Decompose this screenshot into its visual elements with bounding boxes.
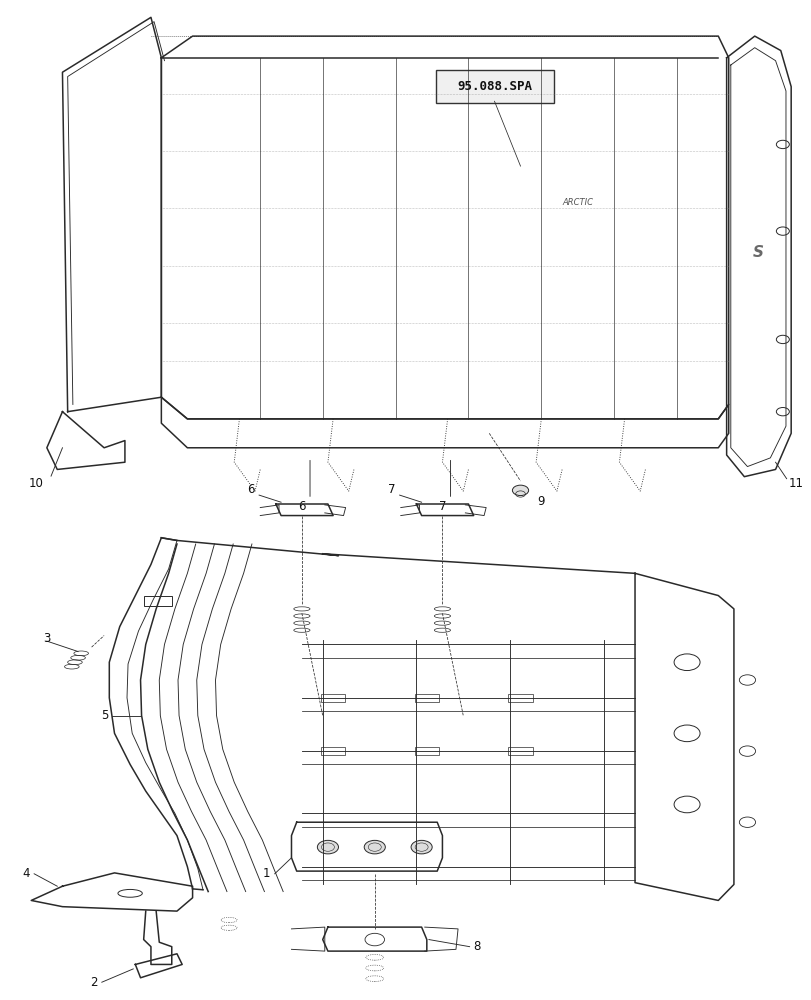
Text: 5: 5 (101, 709, 108, 722)
Text: 11: 11 (788, 477, 803, 490)
Bar (320, 694, 345, 702)
Bar (144, 596, 172, 606)
Circle shape (317, 840, 338, 854)
Text: 4: 4 (22, 867, 30, 880)
Text: 6: 6 (298, 500, 305, 514)
Bar (508, 694, 532, 702)
Bar (508, 747, 532, 755)
Bar (414, 694, 439, 702)
Text: ARCTIC: ARCTIC (561, 198, 593, 207)
Text: 7: 7 (388, 483, 395, 496)
Text: S: S (752, 245, 762, 260)
Text: 3: 3 (43, 632, 50, 645)
Bar (414, 747, 439, 755)
Text: 7: 7 (438, 500, 445, 514)
Text: 2: 2 (90, 976, 97, 989)
Text: 1: 1 (263, 867, 270, 880)
Circle shape (364, 840, 385, 854)
Text: 6: 6 (247, 483, 255, 496)
FancyBboxPatch shape (436, 70, 553, 103)
Bar (320, 747, 345, 755)
Text: 9: 9 (536, 495, 543, 508)
Text: 95.088.SPA: 95.088.SPA (457, 80, 531, 93)
Circle shape (410, 840, 431, 854)
Text: 10: 10 (29, 477, 44, 490)
Text: 8: 8 (473, 940, 480, 953)
Circle shape (512, 485, 528, 496)
